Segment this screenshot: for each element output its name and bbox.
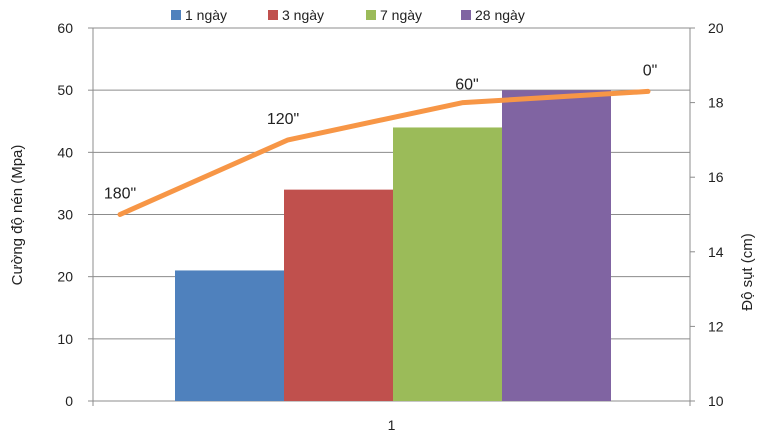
slump-line	[117, 88, 651, 217]
bar-4	[502, 90, 611, 402]
legend-swatch	[171, 10, 181, 20]
bar-3	[393, 127, 502, 401]
y2-tick-label: 12	[708, 318, 724, 334]
y2-tick-label: 20	[708, 20, 724, 36]
y-tick-label: 10	[57, 331, 73, 347]
x-tick-label: 1	[388, 417, 396, 433]
legend-label: 3 ngày	[282, 7, 324, 23]
bar-1	[175, 270, 284, 401]
line-data-label: 0"	[643, 62, 658, 79]
y-tick-label: 20	[57, 269, 73, 285]
legend-swatch	[461, 10, 471, 20]
y2-tick-label: 16	[708, 169, 724, 185]
y-tick-label: 30	[57, 207, 73, 223]
y-tick-label: 50	[57, 82, 73, 98]
y2-tick-label: 10	[708, 393, 724, 409]
line-data-label: 180"	[104, 186, 136, 203]
line-data-label: 60"	[455, 77, 478, 94]
bar-2	[284, 189, 393, 401]
legend-swatch	[268, 10, 278, 20]
y-axis-title: Cường độ nén (Mpa)	[9, 145, 26, 286]
line-data-label: 120"	[267, 111, 299, 128]
y2-axis-title: Độ sụt (cm)	[739, 233, 756, 311]
legend-label: 1 ngày	[185, 7, 227, 23]
y-tick-label: 0	[65, 393, 73, 409]
legend-label: 7 ngày	[380, 7, 422, 23]
legend-label: 28 ngày	[475, 7, 525, 23]
y2-tick-label: 14	[708, 244, 724, 260]
y-tick-label: 40	[57, 144, 73, 160]
y-tick-label: 60	[57, 20, 73, 36]
y2-tick-label: 18	[708, 95, 724, 111]
legend-swatch	[366, 10, 376, 20]
